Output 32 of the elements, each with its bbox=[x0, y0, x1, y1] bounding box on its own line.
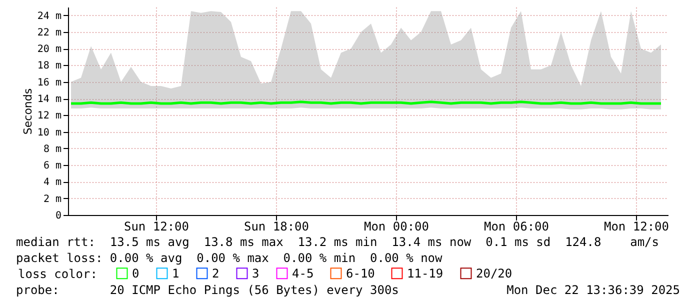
y-tick-label: 18 m bbox=[37, 60, 62, 72]
legend-title: loss color: bbox=[18, 267, 98, 281]
legend-label: 11-19 bbox=[407, 266, 444, 280]
y-tick-label: 6 m bbox=[43, 160, 62, 172]
y-tick-label: 4 m bbox=[43, 177, 62, 188]
y-tick-label: 16 m bbox=[37, 77, 62, 88]
x-tick-label: Sun 12:00 bbox=[124, 220, 190, 234]
legend-label: 1 bbox=[172, 266, 180, 280]
text: Mon Dec 22 13:36:39 2025 bbox=[506, 283, 680, 297]
legend-label: 6-10 bbox=[346, 266, 375, 280]
legend-label: 2 bbox=[212, 266, 220, 280]
x-tick-label: Mon 12:00 bbox=[604, 220, 670, 234]
text: median rtt: 13.5 ms avg 13.8 ms max 13.2 ms min 13.4 ms now 0.1 ms sd 124.8 am/s bbox=[16, 235, 659, 249]
legend-label: 4-5 bbox=[292, 266, 314, 280]
text: packet loss: 0.00 % avg 0.00 % max 0.00 % min 0.00 % now bbox=[16, 251, 442, 265]
legend-label: 3 bbox=[252, 266, 260, 280]
text: probe: 20 ICMP Echo Pings (56 Bytes) every 300s bbox=[16, 283, 399, 297]
y-axis-title: Seconds bbox=[21, 88, 34, 135]
y-tick-label: 8 m bbox=[43, 144, 62, 155]
y-tick-label: 10 m bbox=[37, 127, 62, 138]
y-tick-label: 0 bbox=[55, 210, 62, 222]
y-tick-label: 22 m bbox=[37, 27, 62, 38]
y-tick-label: 14 m bbox=[37, 94, 62, 106]
legend-label: 0 bbox=[132, 266, 140, 280]
y-tick-label: 20 m bbox=[37, 44, 62, 56]
y-tick-label: 24 m bbox=[37, 10, 62, 22]
legend-label: 20/20 bbox=[476, 266, 512, 280]
x-tick-label: Mon 06:00 bbox=[484, 220, 550, 234]
y-tick-label: 12 m bbox=[37, 110, 62, 122]
x-tick-label: Mon 00:00 bbox=[364, 220, 430, 234]
y-tick-label: 2 m bbox=[43, 194, 62, 205]
x-tick-label: Sun 18:00 bbox=[244, 220, 310, 234]
